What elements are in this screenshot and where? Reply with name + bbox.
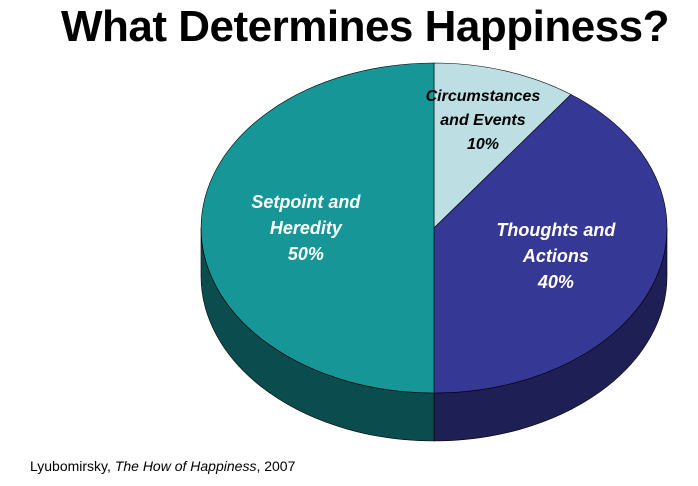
slice-name: Circumstances and Events (425, 88, 541, 130)
pie-slice (433, 62, 572, 229)
pie-slice (433, 94, 668, 394)
slice-value: 40% (537, 272, 574, 293)
source-year: , 2007 (256, 458, 296, 474)
slice-label: Setpoint and Heredity 50% (241, 189, 371, 267)
slice-name: Thoughts and Actions (496, 220, 616, 267)
pie-slice (200, 62, 435, 394)
source: Lyubomirsky, The How of Happiness, 2007 (30, 458, 295, 474)
slice-name: Setpoint and Heredity (251, 192, 361, 238)
slice-label: Thoughts and Actions 40% (491, 217, 621, 295)
slice-value: 10% (466, 136, 499, 154)
source-author: Lyubomirsky, (30, 458, 115, 474)
slice-value: 50% (287, 244, 324, 264)
slice-label: Circumstances and Events 10% (413, 85, 553, 157)
source-title: The How of Happiness (114, 458, 257, 474)
chart-title: What Determines Happiness? (60, 2, 670, 51)
